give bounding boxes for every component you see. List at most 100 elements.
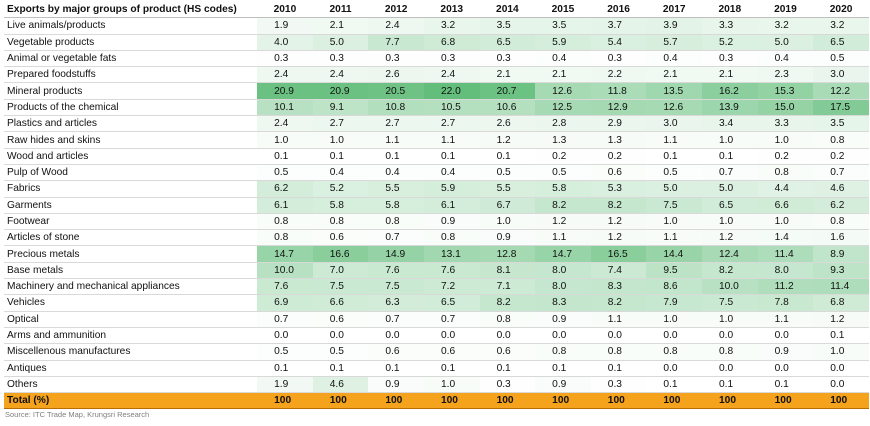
value-cell: 14.4 [646, 245, 702, 263]
header-row: Exports by major groups of product (HS c… [4, 2, 869, 19]
value-cell: 7.1 [479, 278, 536, 296]
total-row: Total (%) 100 100 100 100 100 100 100 100 100 100 1… [4, 392, 869, 410]
value-cell: 5.2 [312, 180, 369, 198]
value-cell: 10.0 [257, 262, 313, 280]
value-cell: 12.6 [646, 99, 702, 117]
table-row: Wood and articles 0.1 0.1 0.1 0.1 0.1 0.2 0.2 0.… [4, 148, 869, 165]
total-cell: 100 [813, 392, 869, 410]
table-row: Vehicles 6.9 6.6 6.3 6.5 8.2 8.3 8.2 7.9 7.5 7.8 6.… [4, 294, 869, 312]
value-cell: 1.0 [702, 213, 758, 231]
total-cell: 100 [646, 392, 702, 410]
value-cell: 15.0 [757, 99, 814, 117]
row-label: Arms and ammunition [4, 327, 258, 345]
value-cell: 0.8 [590, 343, 647, 361]
value-cell: 0.1 [257, 148, 313, 165]
year-header: 2016 [590, 2, 647, 19]
value-cell: 3.7 [590, 17, 647, 35]
table-row: Vegetable products 4.0 5.0 7.7 6.8 6.5 5.9 5.4 5… [4, 34, 869, 51]
value-cell: 0.7 [813, 164, 869, 182]
value-cell: 8.1 [479, 262, 536, 280]
table-row: Precious metals 14.7 16.6 14.9 13.1 12.8 14.7 1… [4, 245, 869, 263]
value-cell: 1.9 [257, 17, 313, 35]
row-label: Garments [4, 197, 258, 214]
value-cell: 3.9 [646, 17, 702, 35]
value-cell: 0.6 [423, 343, 480, 361]
table-row: Base metals 10.0 7.0 7.6 7.6 8.1 8.0 7.4 9.5 8.2 8… [4, 262, 869, 280]
value-cell: 3.5 [813, 115, 869, 133]
value-cell: 7.6 [257, 278, 313, 296]
value-cell: 7.5 [368, 278, 424, 296]
value-cell: 0.1 [646, 148, 702, 165]
value-cell: 7.4 [590, 262, 647, 280]
value-cell: 0.0 [257, 327, 313, 345]
table-row: Garments 6.1 5.8 5.8 6.1 6.7 8.2 8.2 7.5 6.5 6.6 6.… [4, 197, 869, 214]
row-label: Animal or vegetable fats [4, 50, 258, 68]
value-cell: 0.3 [368, 50, 424, 68]
value-cell: 8.6 [646, 278, 702, 296]
value-cell: 6.1 [257, 197, 313, 214]
value-cell: 3.5 [535, 17, 591, 35]
value-cell: 0.5 [479, 164, 536, 182]
value-cell: 11.4 [813, 278, 869, 296]
value-cell: 5.0 [757, 34, 814, 51]
value-cell: 14.9 [368, 245, 424, 263]
value-cell: 0.3 [702, 50, 758, 68]
value-cell: 2.4 [368, 17, 424, 35]
value-cell: 10.8 [368, 99, 424, 117]
value-cell: 0.5 [646, 164, 702, 182]
value-cell: 5.7 [646, 34, 702, 51]
source-note: Source: ITC Trade Map, Krungsri Research [5, 410, 150, 419]
row-label: Optical [4, 311, 258, 328]
value-cell: 5.5 [368, 180, 424, 198]
total-cell: 100 [423, 392, 480, 410]
value-cell: 0.2 [813, 148, 869, 165]
value-cell: 0.3 [590, 376, 647, 394]
value-cell: 0.4 [535, 50, 591, 68]
value-cell: 5.8 [368, 197, 424, 214]
year-header: 2018 [702, 2, 758, 19]
value-cell: 0.1 [479, 148, 536, 165]
value-cell: 0.1 [702, 148, 758, 165]
value-cell: 0.7 [423, 311, 480, 328]
value-cell: 7.5 [702, 294, 758, 312]
value-cell: 0.0 [535, 327, 591, 345]
value-cell: 0.8 [479, 311, 536, 328]
value-cell: 4.6 [813, 180, 869, 198]
value-cell: 20.7 [479, 82, 536, 100]
value-cell: 3.0 [813, 66, 869, 84]
value-cell: 0.1 [368, 148, 424, 165]
value-cell: 7.9 [646, 294, 702, 312]
value-cell: 12.4 [702, 245, 758, 263]
value-cell: 4.4 [757, 180, 814, 198]
value-cell: 4.0 [257, 34, 313, 51]
value-cell: 0.5 [257, 343, 313, 361]
value-cell: 0.1 [479, 360, 536, 377]
table-row: Machinery and mechanical appliances 7.6 7.… [4, 278, 869, 296]
row-label: Mineral products [4, 82, 258, 100]
value-cell: 0.0 [813, 376, 869, 394]
value-cell: 1.6 [813, 229, 869, 247]
table-row: Raw hides and skins 1.0 1.0 1.1 1.1 1.2 1.3 1.3… [4, 131, 869, 149]
value-cell: 8.2 [590, 294, 647, 312]
value-cell: 7.5 [312, 278, 369, 296]
value-cell: 6.8 [813, 294, 869, 312]
year-header: 2012 [368, 2, 424, 19]
value-cell: 0.0 [368, 327, 424, 345]
value-cell: 8.0 [535, 278, 591, 296]
value-cell: 0.7 [257, 311, 313, 328]
total-cell: 100 [757, 392, 814, 410]
value-cell: 0.0 [702, 327, 758, 345]
value-cell: 1.2 [702, 229, 758, 247]
table-row: Miscellenous manufactures 0.5 0.5 0.6 0.6 0.6… [4, 343, 869, 361]
value-cell: 1.1 [646, 229, 702, 247]
value-cell: 1.2 [590, 229, 647, 247]
value-cell: 5.0 [646, 180, 702, 198]
value-cell: 0.8 [535, 343, 591, 361]
value-cell: 6.3 [368, 294, 424, 312]
value-cell: 5.5 [479, 180, 536, 198]
value-cell: 0.0 [590, 327, 647, 345]
value-cell: 1.1 [535, 229, 591, 247]
value-cell: 2.3 [757, 66, 814, 84]
year-header: 2013 [423, 2, 480, 19]
value-cell: 0.1 [423, 148, 480, 165]
